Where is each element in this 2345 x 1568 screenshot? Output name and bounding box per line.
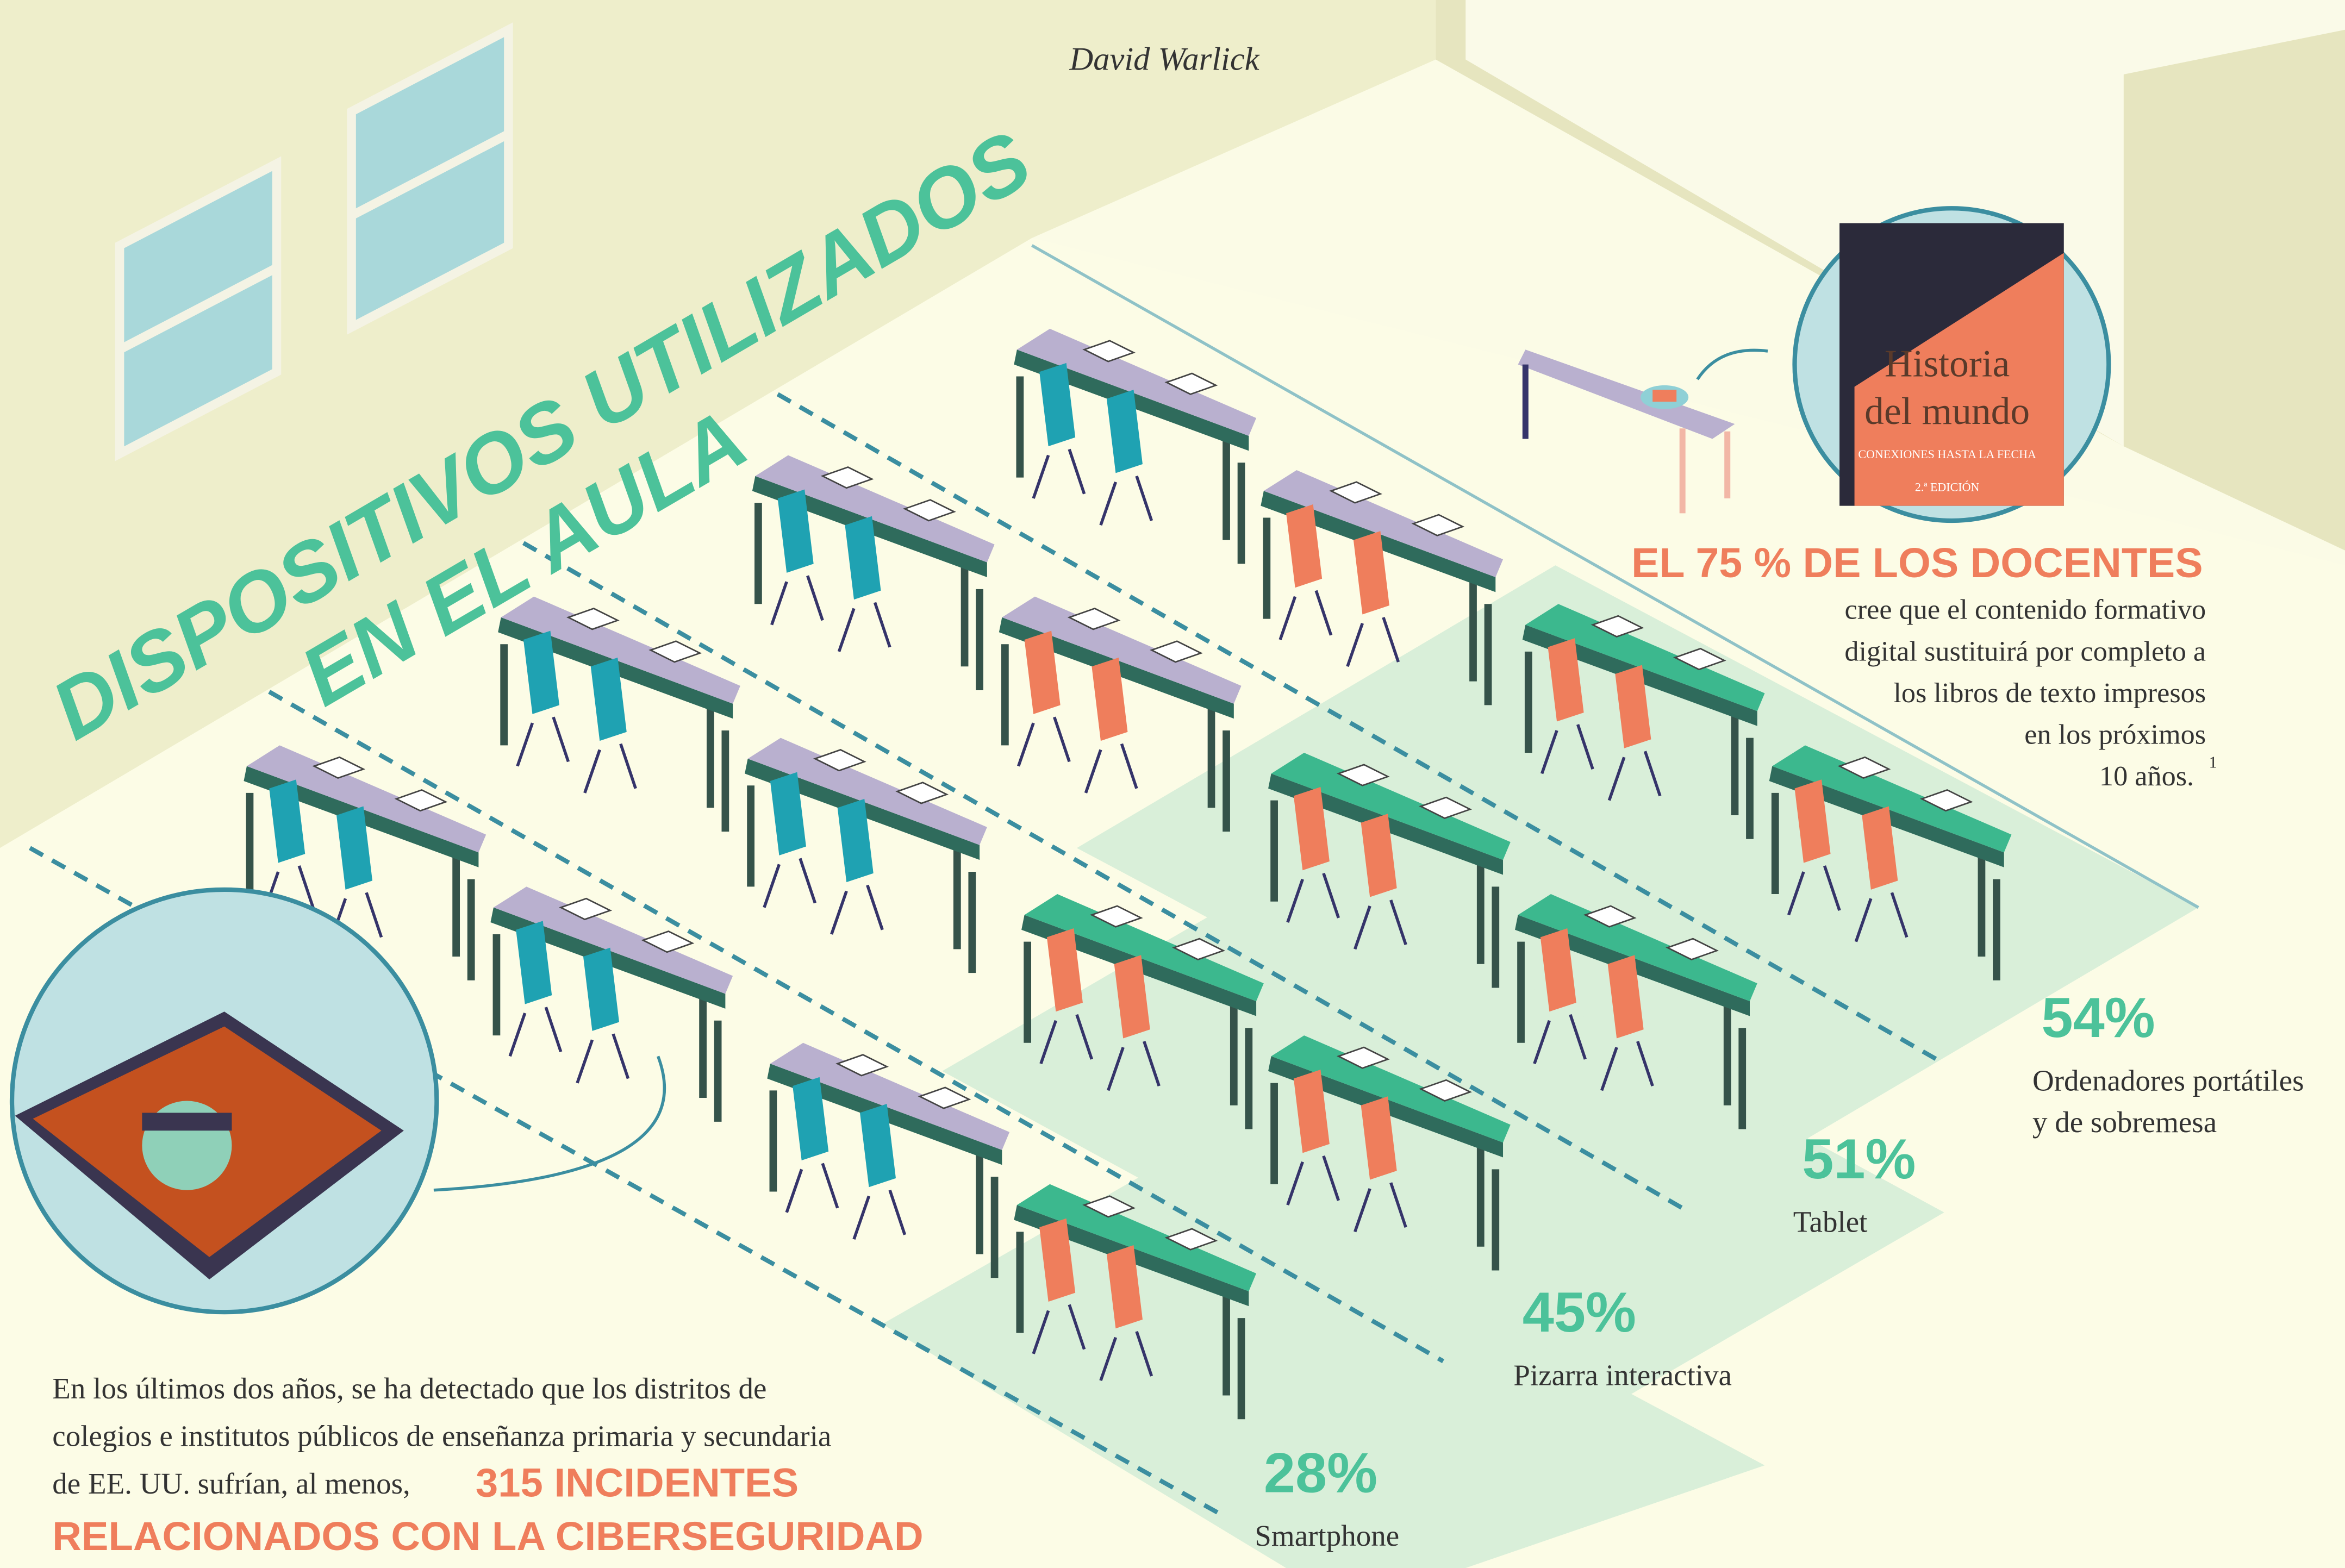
book-title: Historia [1885, 342, 2010, 385]
incident-highlight: RELACIONADOS CON LA CIBERSEGURIDAD [52, 1514, 923, 1559]
teacher-headline: EL 75 % DE LOS DOCENTES [1631, 540, 2203, 586]
book-title: del mundo [1864, 390, 2030, 433]
stat-label: y de sobremesa [2032, 1105, 2217, 1139]
infographic: David Warlick DISPOSITIVOS UTILIZADOS EN… [0, 0, 2345, 1568]
stat-label: Ordenadores portátiles [2032, 1064, 2304, 1097]
stat-value: 51% [1802, 1128, 1916, 1191]
book-subtitle: CONEXIONES HASTA LA FECHA [1858, 447, 2036, 461]
teacher-line: digital sustituirá por completo a [1844, 636, 2206, 667]
teacher-line: en los próximos [2024, 720, 2206, 751]
incident-highlight: 315 INCIDENTES [476, 1460, 799, 1505]
teacher-line: cree que el contenido formativo [1845, 595, 2206, 626]
stat-value: 28% [1264, 1442, 1377, 1505]
book-edition: 2.ª EDICIÓN [1915, 480, 1980, 493]
author: David Warlick [1069, 41, 1260, 78]
stat-value: 45% [1523, 1281, 1636, 1344]
teacher-line: 10 años. [2099, 761, 2194, 792]
stat-label: Smartphone [1255, 1519, 1399, 1552]
footnote: 1 [2209, 753, 2217, 771]
page: {"header":{"author":"David Warlick"}, "t… [0, 0, 2345, 1568]
stat-value: 54% [2041, 986, 2155, 1050]
incident-line: de EE. UU. sufrían, al menos, [52, 1467, 410, 1500]
incident-line: En los últimos dos años, se ha detectado… [52, 1372, 766, 1405]
incident-line: colegios e institutos públicos de enseña… [52, 1420, 831, 1453]
stat-label: Pizarra interactiva [1513, 1358, 1732, 1391]
teacher-line: los libros de texto impresos [1893, 678, 2206, 709]
stat-label: Tablet [1793, 1205, 1868, 1239]
